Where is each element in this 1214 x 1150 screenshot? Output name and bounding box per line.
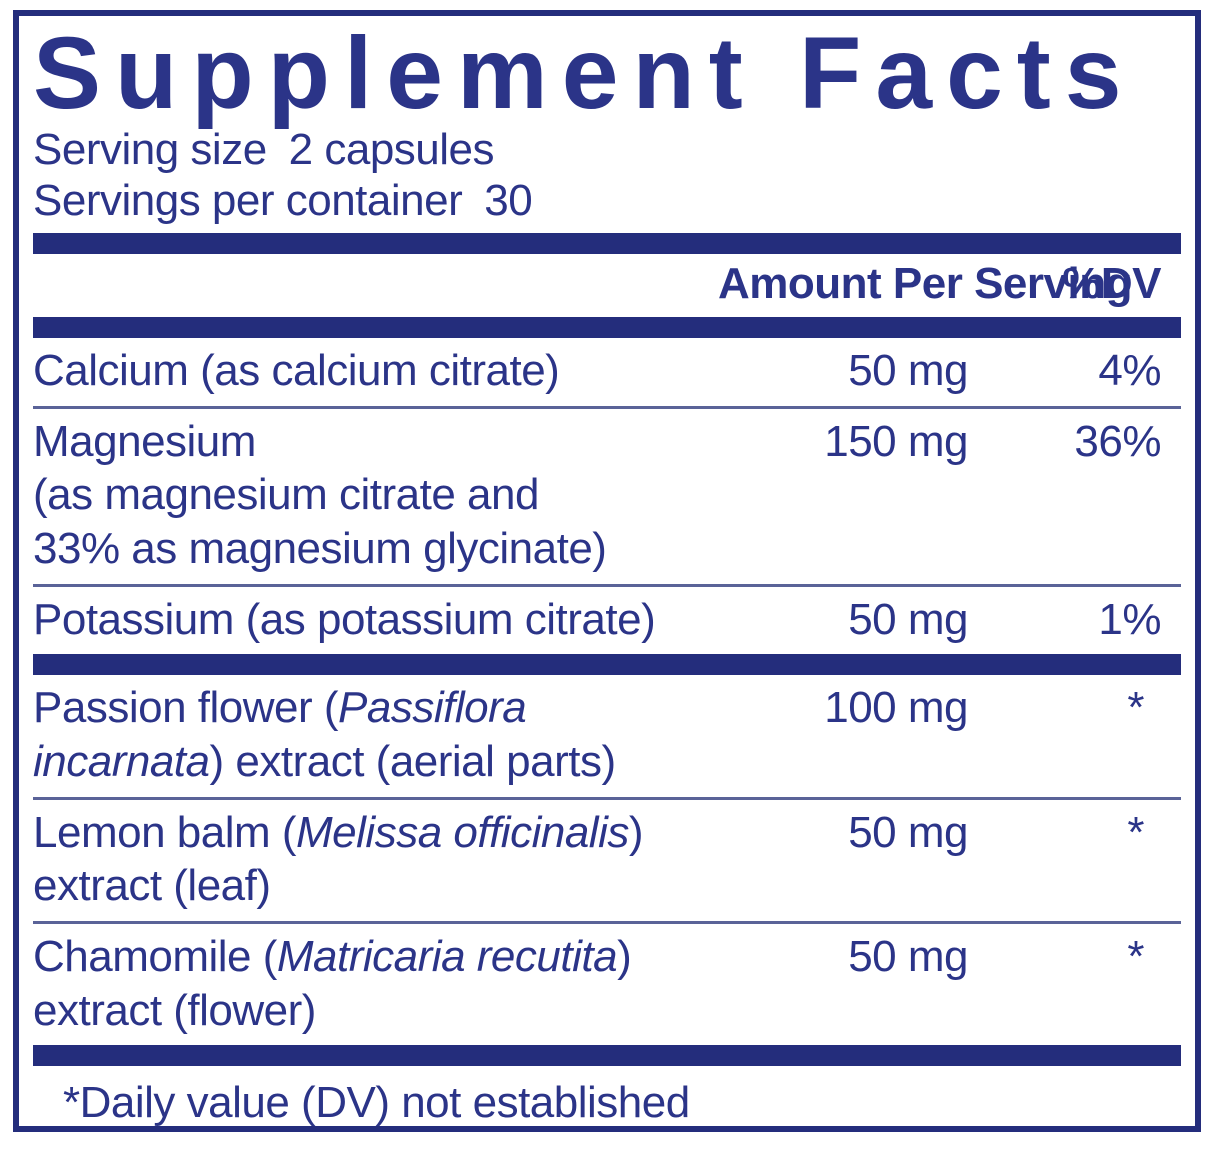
ingredient-name-detail: (as magnesium citrate and — [33, 470, 539, 520]
ingredient-amount: 150 mg — [824, 416, 968, 466]
servings-per-container-line: Servings per container 30 — [33, 175, 1181, 226]
ingredient-dv: 1% — [1098, 594, 1161, 644]
ingredient-name-detail: 33% as magnesium glycinate) — [33, 524, 607, 574]
divider-thick-top — [33, 233, 1181, 255]
servings-per-container-label: Servings per container — [33, 176, 463, 226]
ingredient-row-potassium: Potassium (as potassium citrate) 50 mg 1… — [33, 587, 1181, 655]
divider-thick-under-header — [33, 317, 1181, 339]
divider-thin — [33, 405, 1181, 409]
ingredient-name: Potassium (as potassium citrate) — [33, 594, 656, 644]
ingredient-dv-asterisk: * — [1127, 932, 1144, 982]
daily-value-footnote: *Daily value (DV) not established — [63, 1078, 690, 1128]
servings-per-container-value: 30 — [484, 176, 533, 226]
ingredient-amount: 100 mg — [824, 683, 968, 733]
header-percent-dv: %DV — [1062, 259, 1161, 309]
serving-size-label: Serving size — [33, 125, 267, 174]
ingredient-dv: 4% — [1098, 346, 1161, 396]
serving-size-value: 2 capsules — [288, 125, 495, 174]
ingredient-name: Passion flower (Passiflora — [33, 683, 527, 733]
ingredient-row-lemon-balm: Lemon balm (Melissa officinalis) extract… — [33, 800, 1181, 921]
ingredient-row-passion-flower: Passion flower (Passiflora incarnata) ex… — [33, 675, 1181, 796]
ingredient-row-calcium: Calcium (as calcium citrate) 50 mg 4% — [33, 338, 1181, 406]
divider-thick-middle — [33, 654, 1181, 676]
column-header-row: Amount Per Serving %DV — [33, 254, 1181, 317]
ingredient-amount: 50 mg — [848, 932, 968, 982]
ingredient-row-magnesium: Magnesium (as magnesium citrate and 33% … — [33, 409, 1181, 584]
ingredient-row-chamomile: Chamomile (Matricaria recutita) extract … — [33, 924, 1181, 1045]
ingredient-dv-asterisk: * — [1127, 683, 1144, 733]
ingredient-name-detail: extract (flower) — [33, 985, 316, 1035]
ingredient-name-detail: incarnata) extract (aerial parts) — [33, 737, 616, 787]
ingredient-name-detail: extract (leaf) — [33, 861, 271, 911]
divider-thick-bottom — [33, 1045, 1181, 1067]
divider-thin — [33, 921, 1181, 925]
ingredient-name: Magnesium — [33, 416, 256, 466]
divider-thin — [33, 796, 1181, 800]
header-amount-per-serving: Amount Per Serving — [718, 259, 1132, 309]
ingredient-amount: 50 mg — [848, 594, 968, 644]
supplement-facts-panel: Supplement Facts Serving size 2 capsules … — [13, 10, 1201, 1132]
ingredient-name: Lemon balm (Melissa officinalis) — [33, 807, 644, 857]
ingredient-amount: 50 mg — [848, 346, 968, 396]
divider-thin — [33, 583, 1181, 587]
ingredient-name: Chamomile (Matricaria recutita) — [33, 932, 632, 982]
panel-title: Supplement Facts — [33, 16, 1136, 130]
ingredient-dv: 36% — [1074, 416, 1161, 466]
ingredient-amount: 50 mg — [848, 807, 968, 857]
serving-size-line: Serving size 2 capsules — [33, 124, 1181, 175]
ingredient-dv-asterisk: * — [1127, 807, 1144, 857]
ingredient-name: Calcium (as calcium citrate) — [33, 346, 560, 396]
